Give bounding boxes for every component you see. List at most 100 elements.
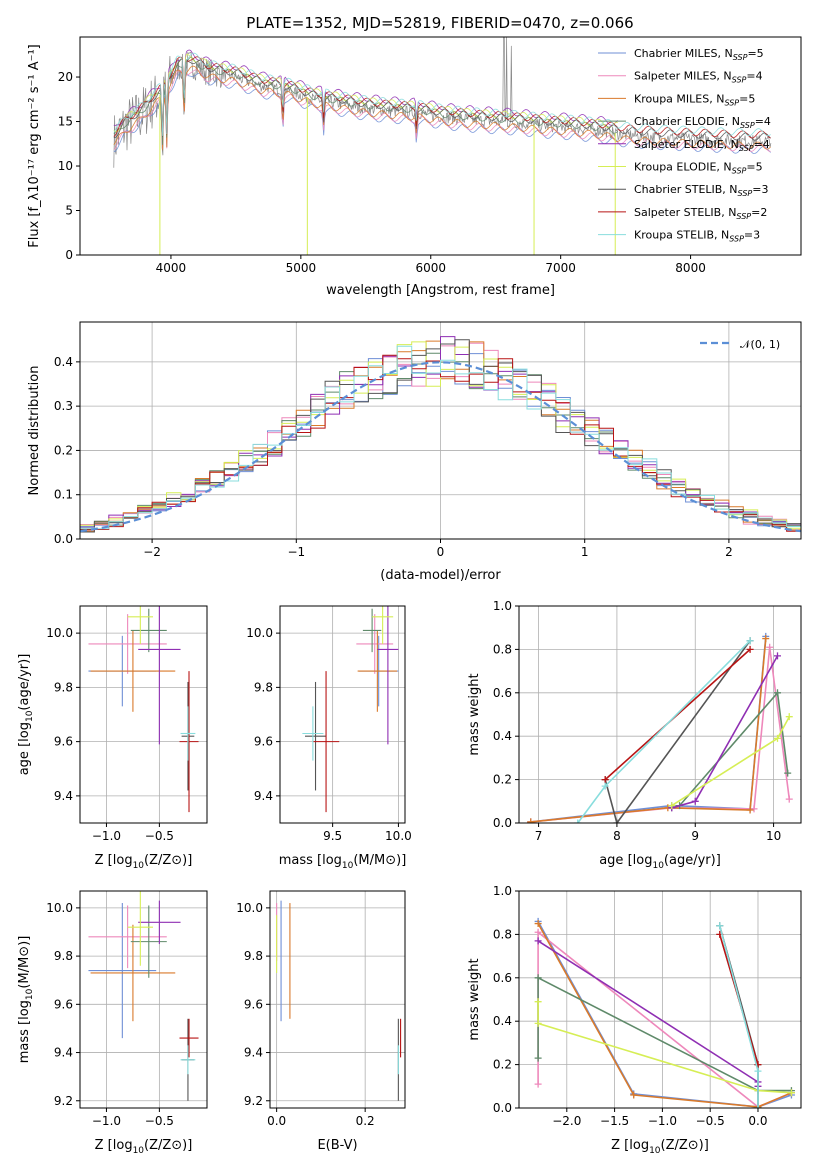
y-tick-label: 10.0 xyxy=(46,901,73,915)
plot-layer xyxy=(113,37,772,255)
plot-layer xyxy=(527,632,793,823)
legend-tail: =5 xyxy=(739,92,755,105)
y-tick-label: 0.2 xyxy=(493,1058,512,1072)
plot-area xyxy=(519,891,801,1108)
weight-marker-salpeter-miles xyxy=(785,795,793,803)
y-tick-label: 9.8 xyxy=(54,949,73,963)
weight-marker-salpeter-elodie xyxy=(774,652,781,660)
legend-sub: SSP xyxy=(733,53,748,62)
x-tick-label: 0 xyxy=(437,545,445,559)
legend-text: Kroupa STELIB, N xyxy=(634,229,729,242)
plot-layer xyxy=(276,900,402,1101)
x-tick-label: −0.5 xyxy=(145,829,174,843)
y-tick-label: 9.6 xyxy=(244,997,263,1011)
y-axis-label: mass weight xyxy=(467,958,482,1040)
histogram-kroupa-stelib xyxy=(80,345,801,539)
y-axis-label: mass weight xyxy=(467,673,482,755)
y-tick-label: 0.8 xyxy=(493,927,512,941)
y-axis-label-tail: (age/yr)] xyxy=(17,654,32,711)
axes-frame xyxy=(518,890,802,1109)
plot-layer xyxy=(88,606,199,813)
x-tick-label: 8 xyxy=(613,829,621,843)
x-tick-label: 10.0 xyxy=(385,829,412,843)
y-axis-label: mass [log10(M/M⊙)] xyxy=(17,936,35,1064)
y-tick-label: 10 xyxy=(58,159,73,173)
legend-label-salpeter-miles: Salpeter MILES, NSSP=4 xyxy=(634,70,763,85)
y-axis-label: age [log10(age/yr)] xyxy=(17,654,35,776)
weight-marker-kroupa-elodie xyxy=(774,734,781,742)
x-tick-label: 7000 xyxy=(545,261,576,275)
legend-sub: SSP xyxy=(729,235,744,244)
y-tick-label: 9.2 xyxy=(244,1094,263,1108)
y-tick-label: 9.6 xyxy=(54,997,73,1011)
legend-sub: SSP xyxy=(724,98,739,107)
y-tick-label: 9.6 xyxy=(254,735,273,749)
y-tick-label: 0 xyxy=(65,248,73,262)
y-tick-label: 5 xyxy=(65,204,73,218)
x-tick-label: −1.0 xyxy=(648,1114,677,1128)
weight-marker-kroupa-elodie xyxy=(668,802,676,810)
legend-label-kroupa-miles: Kroupa MILES, NSSP=5 xyxy=(634,92,755,107)
plot-layer xyxy=(80,336,801,539)
y-tick-label: 0.4 xyxy=(493,1014,512,1028)
x-tick-label: −2 xyxy=(143,545,161,559)
weight-line-kroupa-miles xyxy=(530,638,767,823)
axes-frame xyxy=(269,890,406,1109)
legend-label-chabrier-elodie: Chabrier ELODIE, NSSP=4 xyxy=(634,115,771,130)
y-tick-label: 1.0 xyxy=(493,884,512,898)
y-tick-label: 9.8 xyxy=(254,680,273,694)
age-vs-mass-panel: 9.5 10.0 9.4 9.6 9.8 10.0 mass [log10(M/M⊙)] xyxy=(246,605,412,871)
y-tick-label: 15 xyxy=(58,115,73,129)
figure-title: PLATE=1352, MJD=52819, FIBERID=0470, z=0… xyxy=(246,14,633,32)
x-tick-label: −0.5 xyxy=(696,1114,725,1128)
age-vs-metallicity-panel: −1.0 −0.59.49.69.810.0Z [log10(Z/Z⊙)]age … xyxy=(17,605,208,871)
y-tick-label: 9.8 xyxy=(244,949,263,963)
weight-marker-salpeter-elodie xyxy=(534,937,542,945)
mass-vs-metallicity-panel: −1.0 −0.59.29.49.69.810.0Z [log10(Z/Z⊙)]m… xyxy=(17,890,208,1156)
y-tick-label: 0.6 xyxy=(493,686,512,700)
y-tick-label: 0.6 xyxy=(493,971,512,985)
x-tick-label: 0.2 xyxy=(356,1114,375,1128)
weight-line-kroupa-elodie xyxy=(537,1001,792,1094)
weight-marker-salpeter-stelib xyxy=(601,776,609,784)
x-tick-label: −1.5 xyxy=(600,1114,629,1128)
axes-frame xyxy=(79,605,208,824)
model-spectrum-kroupa-stelib xyxy=(113,52,771,137)
y-tick-label: 0.1 xyxy=(54,488,73,502)
weight-marker-salpeter-miles xyxy=(534,1080,542,1088)
x-tick-label: 9.5 xyxy=(323,829,342,843)
x-axis-label-sub: 10 xyxy=(649,1146,661,1156)
legend-tail: =2 xyxy=(751,206,767,219)
model-spectrum-salpeter-elodie xyxy=(113,49,619,137)
legend-sub: SSP xyxy=(739,144,754,153)
y-tick-label: 1.0 xyxy=(493,599,512,613)
x-axis-label: (data-model)/error xyxy=(380,568,501,583)
legend-tail: =3 xyxy=(752,183,768,196)
normal-distribution-curve xyxy=(80,361,801,533)
x-axis-label: Z [log10(Z/Z⊙)] xyxy=(95,1138,193,1156)
legend-text: Chabrier STELIB, N xyxy=(634,183,738,196)
legend-text: Salpeter MILES, N xyxy=(634,70,732,83)
x-tick-label: 1 xyxy=(581,545,589,559)
x-axis-label-sub: 10 xyxy=(652,861,664,871)
y-tick-label: 0.0 xyxy=(54,532,73,546)
axes-frame xyxy=(79,36,802,256)
x-axis-label-sub: 10 xyxy=(133,1146,145,1156)
mass-vs-extinction-panel: 0.0 0.2 9.2 9.4 9.6 9.8 10.0 E(B-V) xyxy=(236,890,406,1153)
weight-marker-kroupa-stelib xyxy=(574,819,582,823)
y-tick-label: 0.2 xyxy=(54,443,73,457)
y-axis-label-main: age [log xyxy=(17,722,32,775)
y-tick-label: 10.0 xyxy=(236,901,263,915)
x-tick-label: 10 xyxy=(766,829,781,843)
x-tick-label: −0.5 xyxy=(145,1114,174,1128)
x-axis-label-tail: (M/M⊙)] xyxy=(353,853,406,868)
y-tick-label: 0.8 xyxy=(493,642,512,656)
x-tick-label: 2 xyxy=(725,545,733,559)
model-spectrum-chabrier-stelib xyxy=(113,58,771,141)
y-axis-label-sub: 10 xyxy=(25,710,35,722)
legend-sub: SSP xyxy=(740,121,755,130)
model-spectrum-salpeter-stelib xyxy=(113,56,771,139)
legend-text: Kroupa ELODIE, N xyxy=(634,161,732,174)
weight-marker-salpeter-elodie xyxy=(691,797,699,805)
plot-area xyxy=(80,606,207,823)
